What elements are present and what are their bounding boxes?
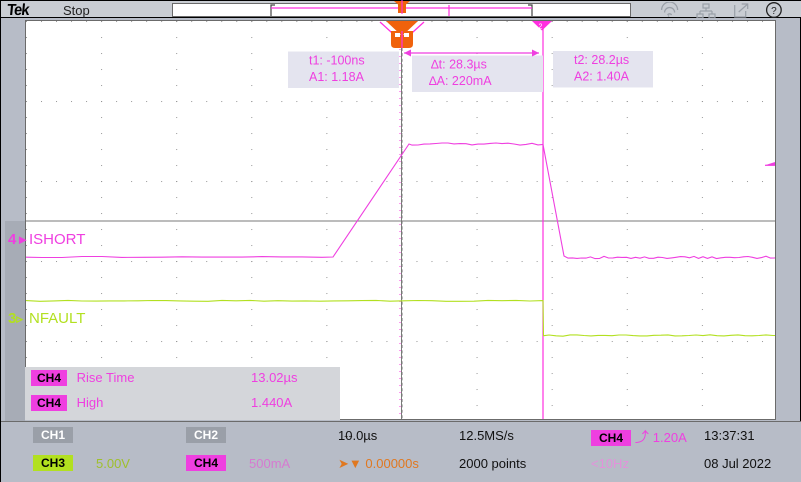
svg-text:t2: 28.2µs: t2: 28.2µs: [574, 53, 629, 67]
svg-text:?: ?: [771, 6, 777, 17]
svg-text:2: 2: [539, 24, 543, 31]
svg-text:A2: 1.40A: A2: 1.40A: [574, 70, 630, 84]
svg-text:∆t: 28.3µs: ∆t: 28.3µs: [431, 58, 487, 72]
svg-text:A1: 1.18A: A1: 1.18A: [309, 70, 365, 84]
svg-text:∆A: 220mA: ∆A: 220mA: [429, 74, 492, 88]
svg-text:t1: -100ns: t1: -100ns: [309, 54, 365, 68]
